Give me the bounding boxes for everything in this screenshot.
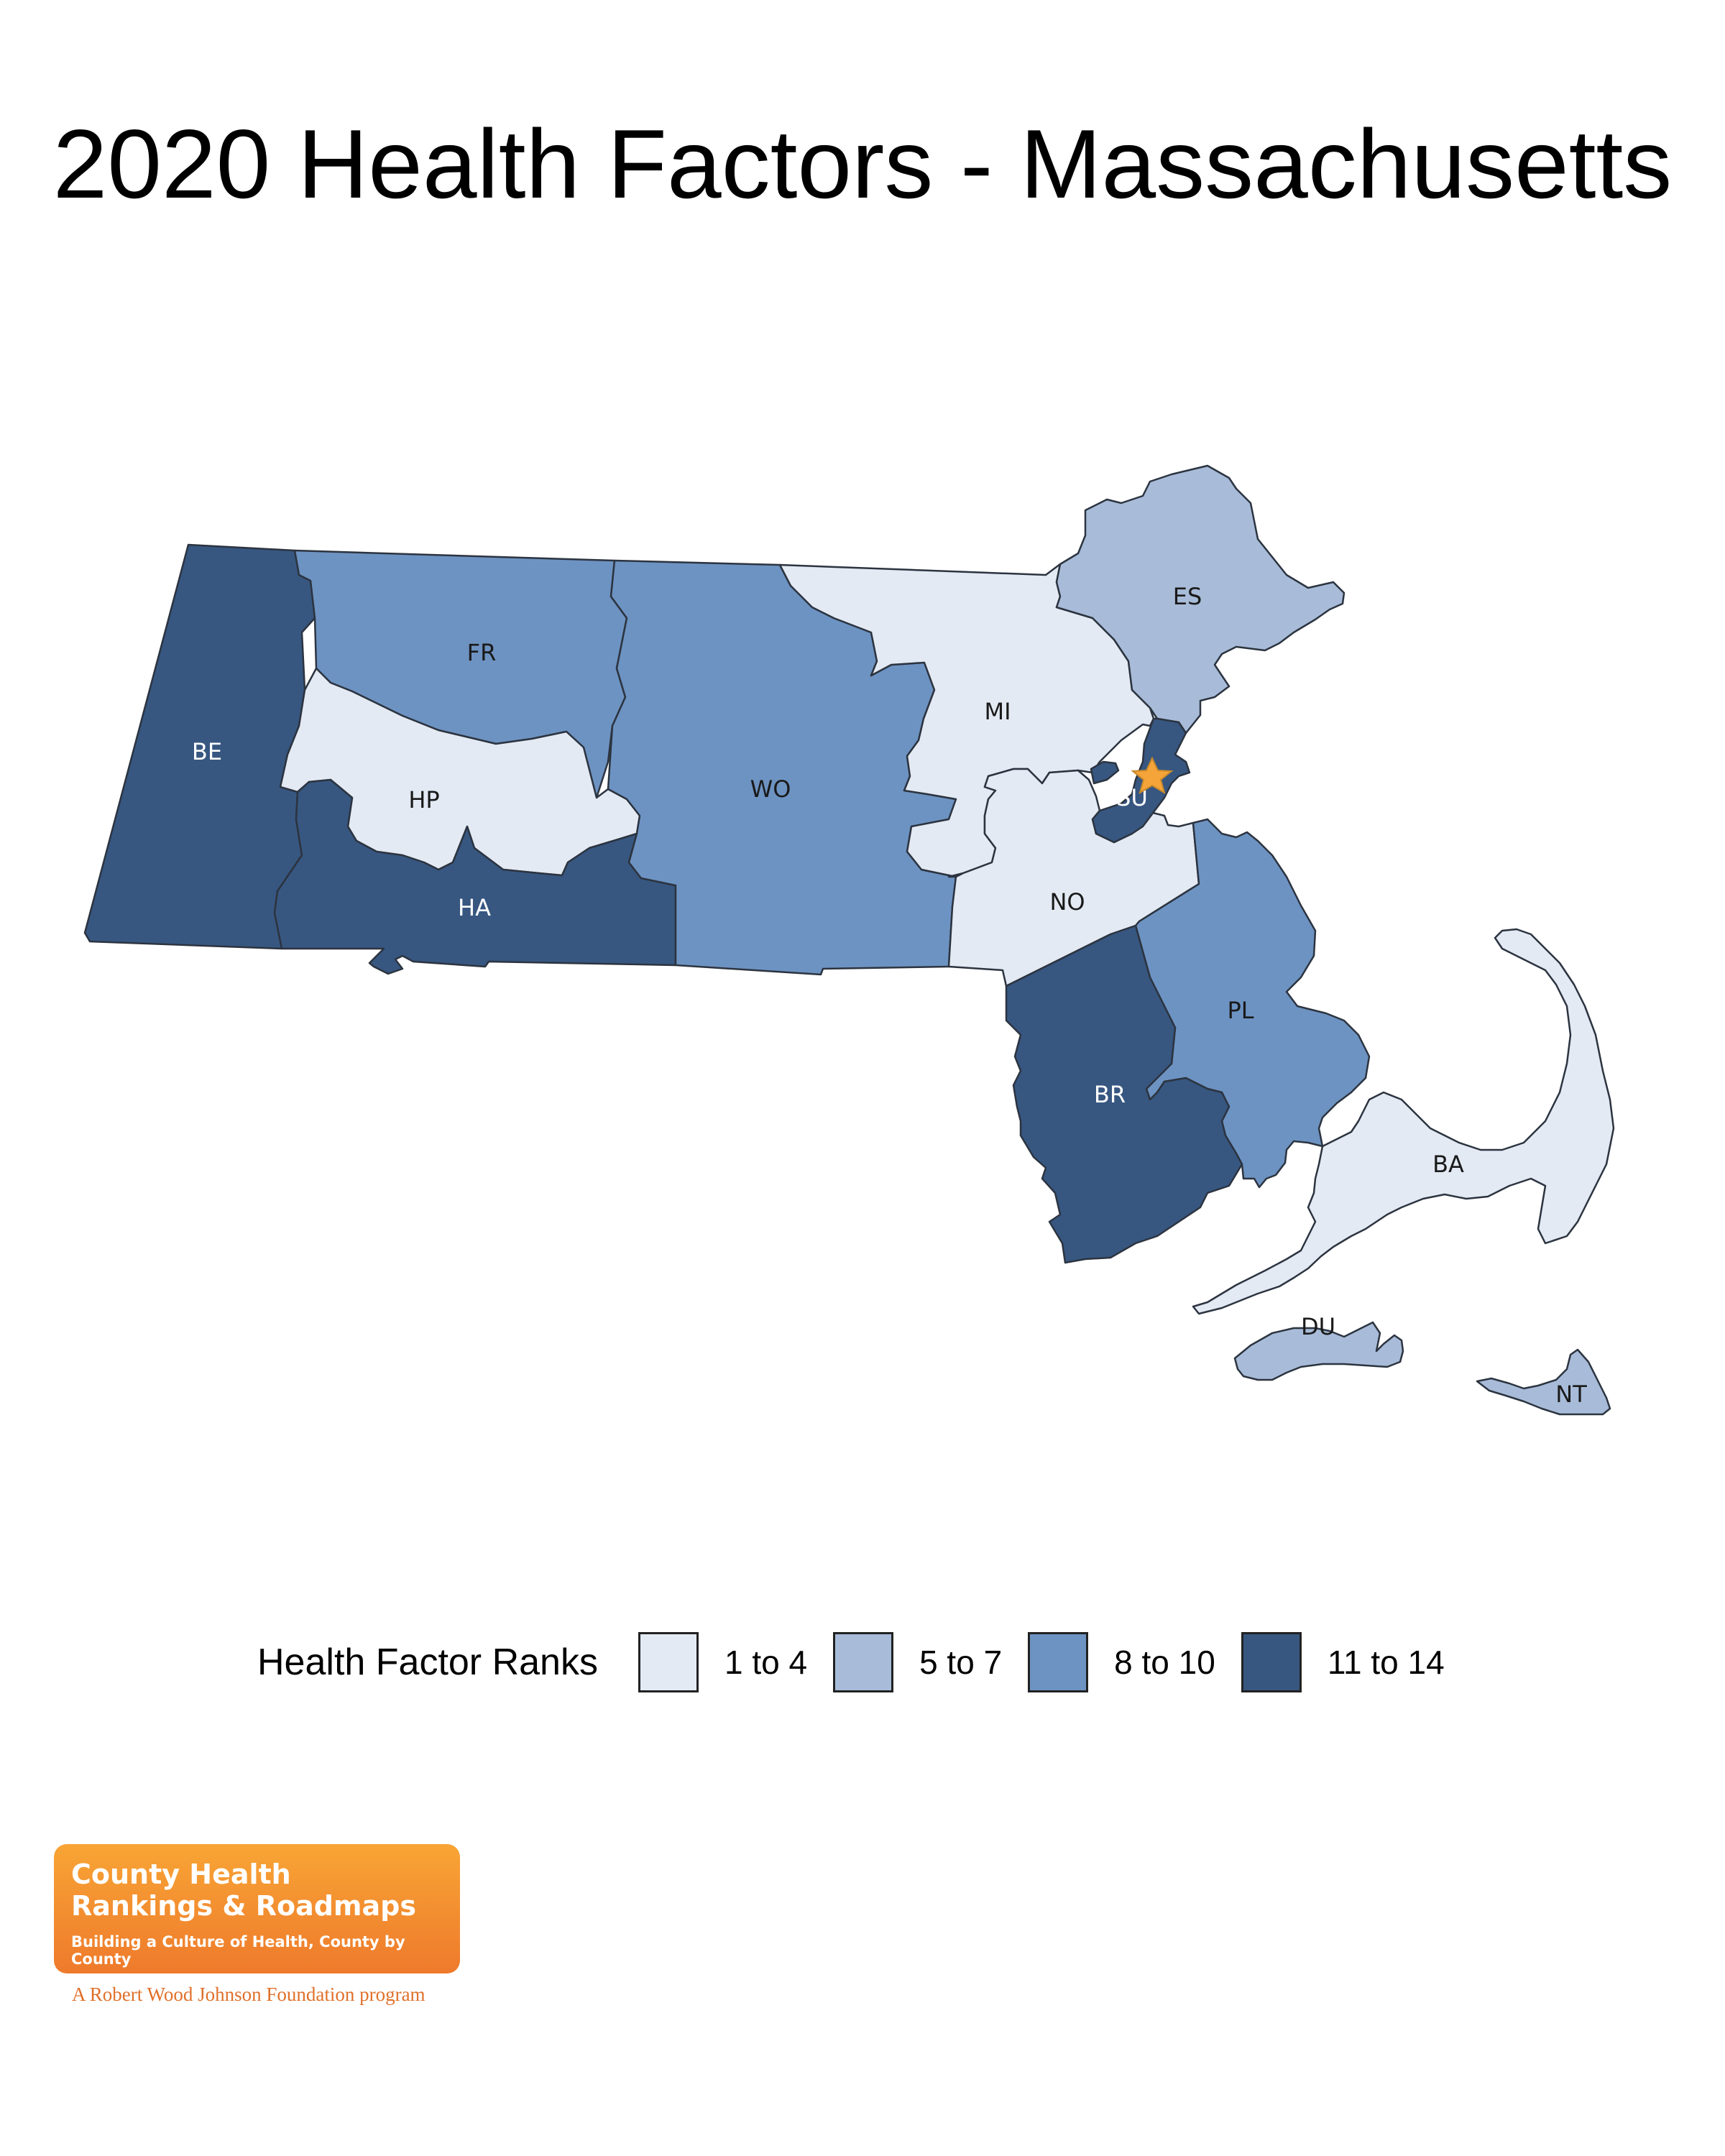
legend-swatch <box>1241 1632 1302 1692</box>
legend-swatch <box>638 1632 699 1692</box>
county-label-du: DU <box>1301 1313 1335 1340</box>
county-label-wo: WO <box>750 775 791 803</box>
county-nt[interactable] <box>1476 1348 1611 1416</box>
county-label-be: BE <box>192 738 222 765</box>
county-label-no: NO <box>1049 888 1085 916</box>
county-label-ba: BA <box>1432 1151 1464 1178</box>
legend-item-11-14: 11 to 14 <box>1241 1632 1445 1692</box>
legend-label: 11 to 14 <box>1327 1644 1445 1681</box>
county-du[interactable] <box>1233 1321 1404 1381</box>
county-label-hp: HP <box>408 786 439 814</box>
logo-tagline: Building a Culture of Health, County by … <box>71 1933 405 1968</box>
legend-label: 8 to 10 <box>1114 1644 1215 1681</box>
logo-line2: Rankings & Roadmaps <box>71 1890 416 1922</box>
county-label-fr: FR <box>467 639 497 666</box>
legend-item-8-10: 8 to 10 <box>1028 1632 1215 1692</box>
county-ba[interactable] <box>1192 928 1615 1315</box>
legend-swatch <box>833 1632 894 1692</box>
legend-label: 1 to 4 <box>724 1644 808 1681</box>
county-es[interactable] <box>1055 464 1346 734</box>
county-su[interactable] <box>1091 717 1191 844</box>
county-label-nt: NT <box>1555 1381 1587 1408</box>
logo-line1: County Health <box>71 1858 291 1890</box>
county-label-br: BR <box>1094 1081 1126 1108</box>
legend-item-5-7: 5 to 7 <box>833 1632 1002 1692</box>
county-label-ha: HA <box>458 894 491 921</box>
legend-label: 5 to 7 <box>919 1644 1003 1681</box>
county-su-chelsea[interactable] <box>1090 760 1120 785</box>
chr-logo[interactable]: County Health Rankings & Roadmaps Buildi… <box>54 1844 460 1973</box>
program-credit: A Robert Wood Johnson Foundation program <box>72 1984 426 2005</box>
map-title: 2020 Health Factors - Massachusetts <box>52 109 1673 218</box>
legend: Health Factor Ranks 1 to 4 5 to 7 8 to 1… <box>257 1630 1471 1695</box>
county-label-pl: PL <box>1227 997 1254 1024</box>
county-br[interactable] <box>1005 924 1243 1264</box>
legend-item-1-4: 1 to 4 <box>638 1632 807 1692</box>
county-label-es: ES <box>1173 583 1202 610</box>
county-label-mi: MI <box>984 698 1011 725</box>
legend-swatch <box>1028 1632 1089 1692</box>
legend-title: Health Factor Ranks <box>257 1641 598 1683</box>
star-icon <box>1131 756 1174 795</box>
